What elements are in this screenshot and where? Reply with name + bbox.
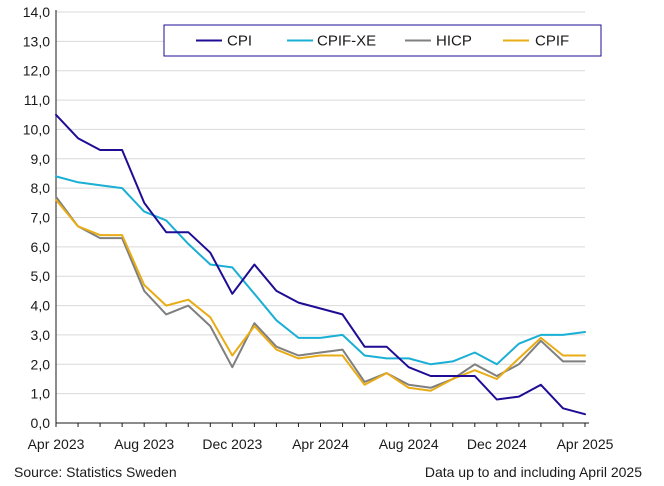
y-tick-label: 1,0 [31,386,51,402]
x-tick-labels: Apr 2023 Aug 2023 Dec 2023 Apr 2024 Aug 2024… [28,436,614,452]
y-tick-label: 13,0 [23,33,50,49]
y-tick-label: 10,0 [23,121,50,137]
y-tick-labels: 0,0 1,0 2,0 3,0 4,0 5,0 6,0 7,0 8,0 9,0 10,0 11,0 12… [23,4,50,431]
y-tick-label: 12,0 [23,63,50,79]
x-tick-label: Dec 2024 [467,436,527,452]
x-tick-label: Dec 2023 [202,436,262,452]
series-layer [55,113,586,416]
axis-layer [55,10,589,427]
series-line-cpif [55,198,586,392]
y-tick-label: 6,0 [31,239,51,255]
line-chart: 0,0 1,0 2,0 3,0 4,0 5,0 6,0 7,0 8,0 9,0 10,0 11,0 12… [23,4,614,452]
y-tick-label: 7,0 [31,210,51,226]
y-tick-label: 9,0 [31,151,51,167]
x-tick-label: Aug 2024 [379,436,439,452]
x-tick-label: Apr 2023 [28,436,85,452]
data-note: Data up to and including April 2025 [424,464,642,480]
y-tick-label: 8,0 [31,180,51,196]
x-tick-label: Aug 2023 [114,436,174,452]
legend-label-cpi: CPI [227,33,252,50]
y-tick-label: 11,0 [24,92,50,108]
series-line-cpi [55,113,586,416]
y-tick-label: 4,0 [31,298,51,314]
legend-label-hicp: HICP [436,33,472,50]
series-line-hicp [55,195,586,389]
y-tick-label: 5,0 [31,268,51,284]
legend: CPI CPIF-XE HICP CPIF [163,24,602,57]
y-tick-label: 3,0 [31,327,51,343]
x-tick-label: Apr 2024 [292,436,349,452]
legend-label-cpif: CPIF [535,33,569,50]
x-tick-label: Apr 2025 [557,436,614,452]
legend-label-cpif-xe: CPIF-XE [317,33,376,50]
y-tick-label: 14,0 [23,4,50,20]
y-tick-label: 0,0 [31,415,51,431]
y-tick-label: 2,0 [31,356,51,372]
source-note: Source: Statistics Sweden [14,464,177,480]
series-line-cpif-xe [55,175,586,366]
